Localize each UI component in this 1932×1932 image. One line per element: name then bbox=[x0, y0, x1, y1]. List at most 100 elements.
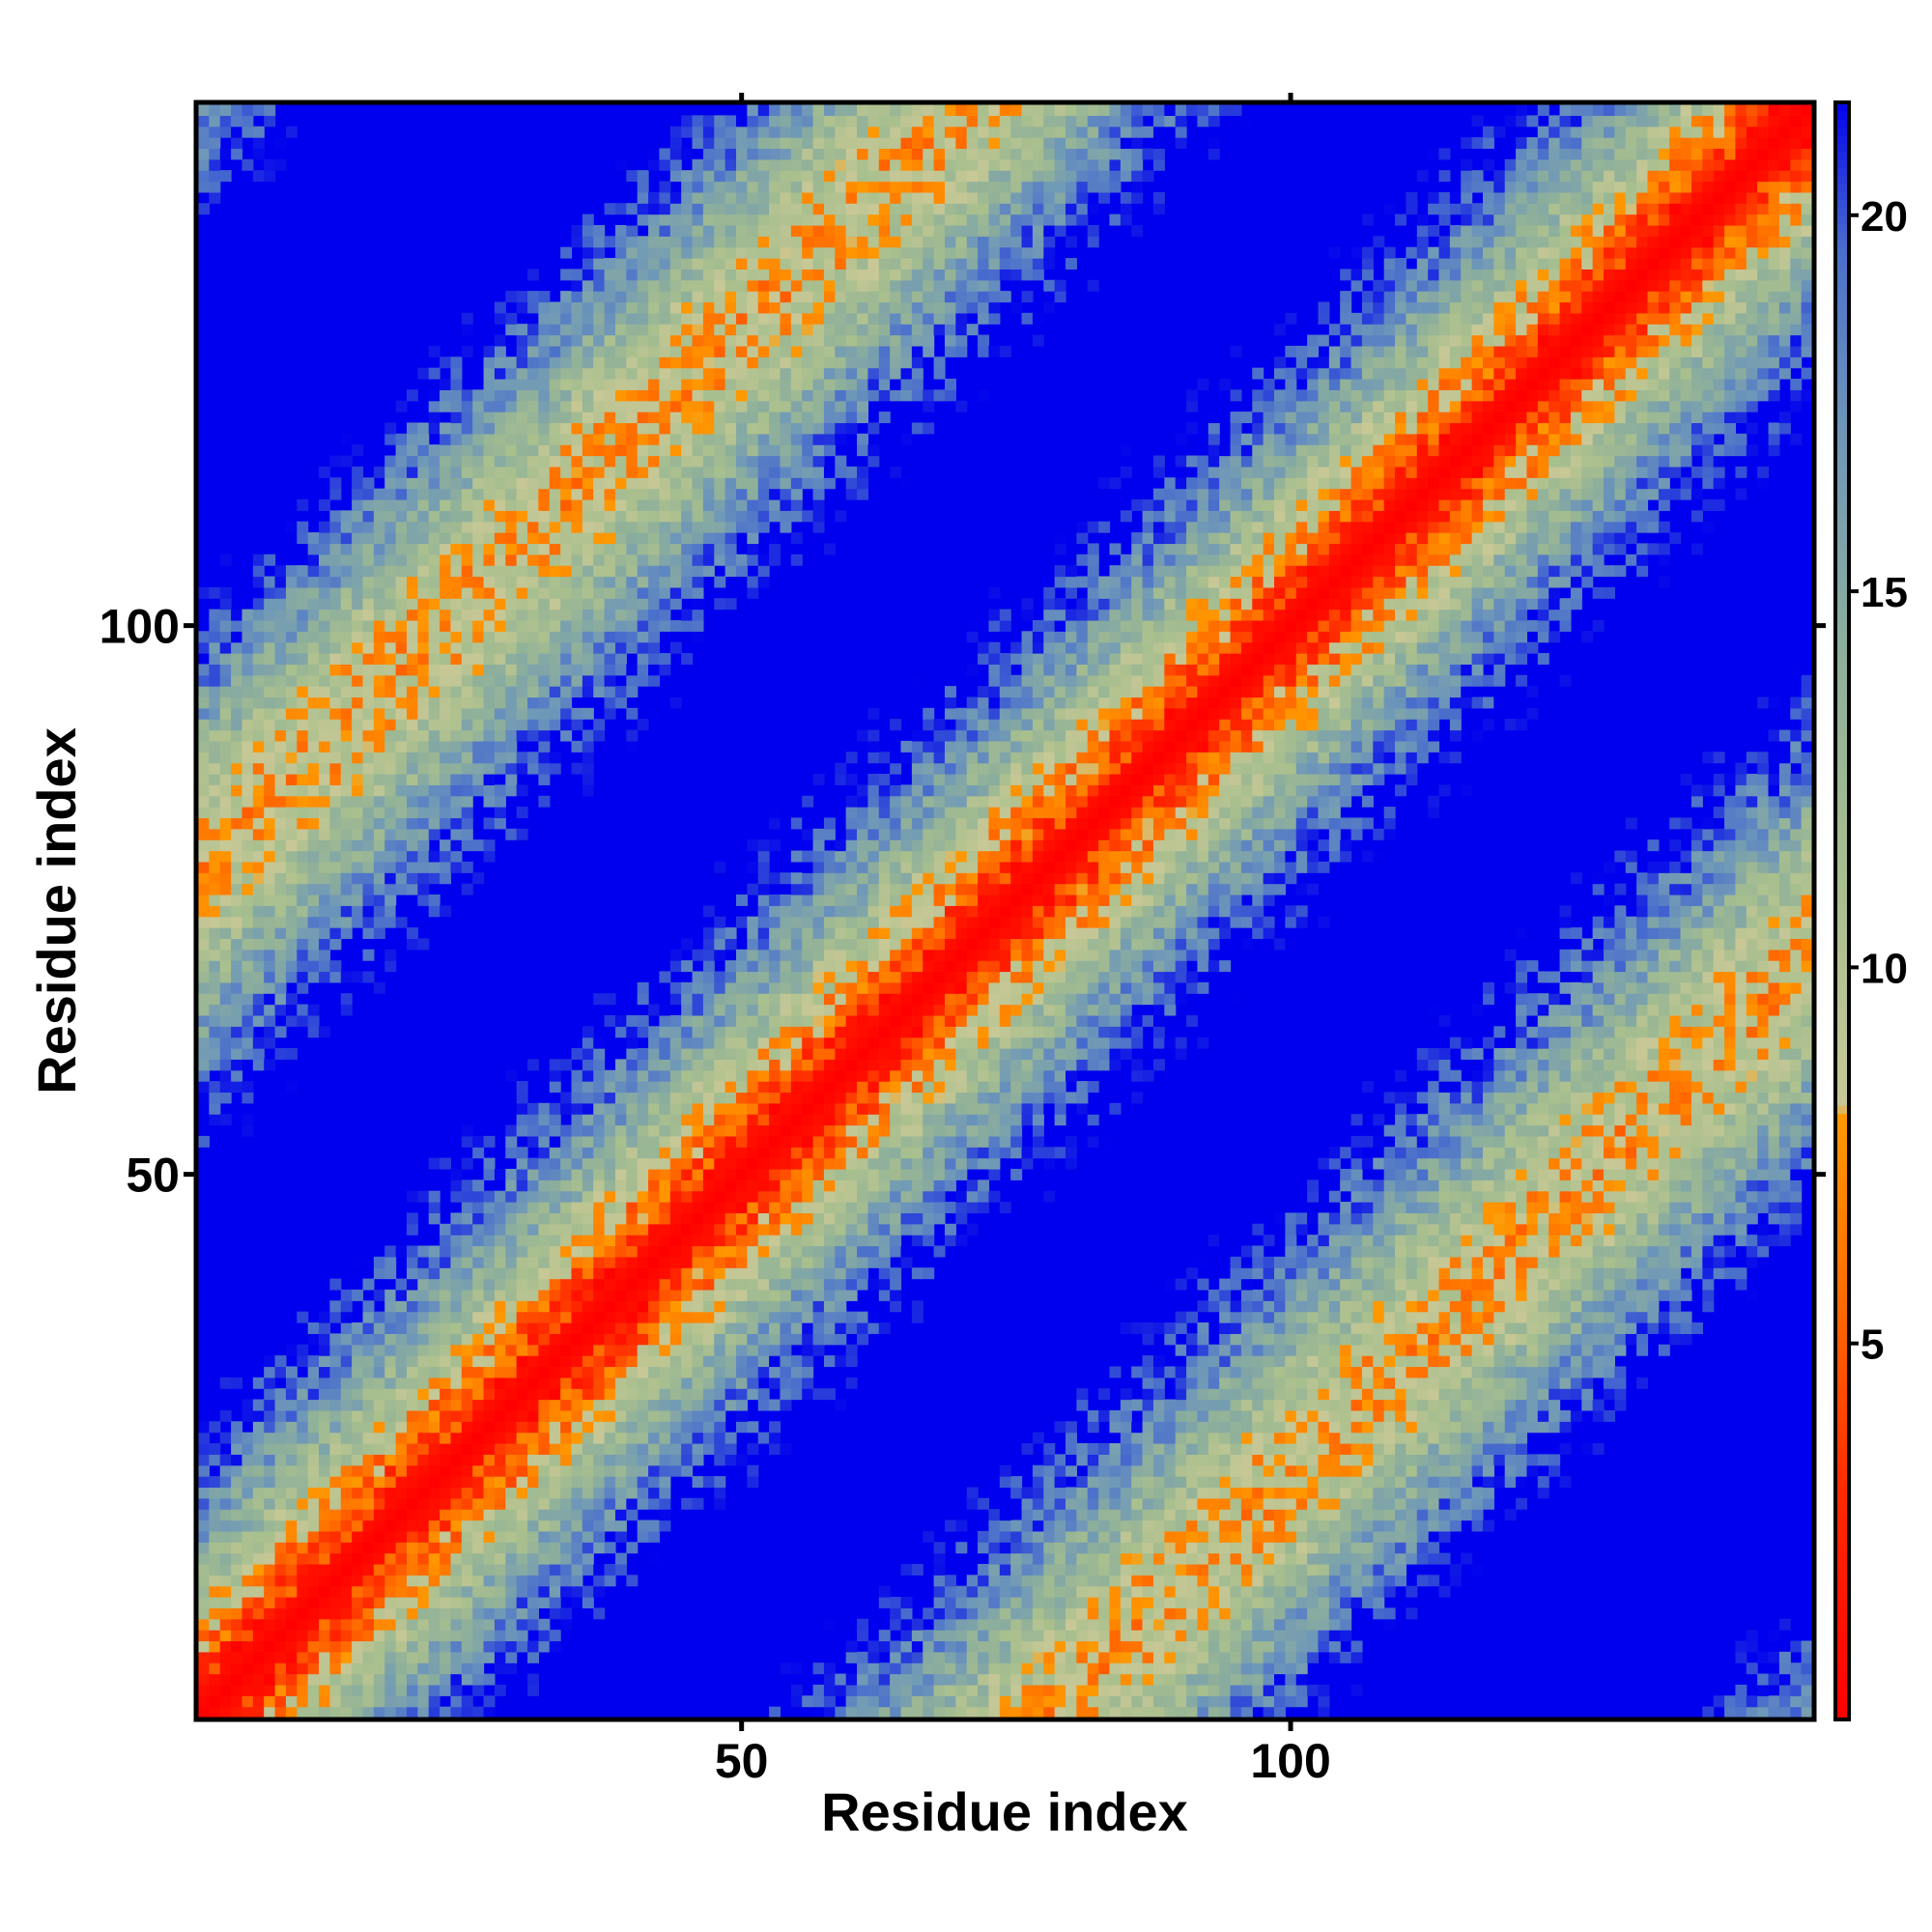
heatmap-cell bbox=[384, 1311, 397, 1323]
heatmap-cell bbox=[494, 412, 506, 424]
heatmap-cell bbox=[571, 312, 583, 325]
heatmap-cell bbox=[417, 510, 430, 523]
heatmap-cell bbox=[933, 1695, 946, 1708]
heatmap-cell bbox=[362, 905, 375, 918]
heatmap-cell bbox=[1406, 1585, 1418, 1598]
heatmap-cell bbox=[769, 1355, 781, 1368]
heatmap-cell bbox=[1087, 1630, 1099, 1642]
heatmap-cell bbox=[1778, 1662, 1791, 1675]
heatmap-cell bbox=[461, 543, 473, 555]
heatmap-cell bbox=[198, 981, 210, 994]
heatmap-cell bbox=[1340, 1563, 1352, 1576]
heatmap-cell bbox=[483, 719, 496, 731]
heatmap-cell bbox=[1175, 1651, 1187, 1663]
heatmap-cell bbox=[198, 1630, 210, 1642]
heatmap-cell bbox=[527, 729, 539, 742]
heatmap-cell bbox=[231, 104, 243, 116]
heatmap-cell bbox=[384, 521, 397, 533]
heatmap-cell bbox=[494, 389, 506, 402]
heatmap-cell bbox=[319, 696, 331, 709]
heatmap-cell bbox=[1471, 1421, 1484, 1434]
heatmap-cell bbox=[1526, 1388, 1539, 1401]
heatmap-cell bbox=[231, 839, 243, 852]
heatmap-cell bbox=[1614, 1333, 1627, 1346]
heatmap-cell bbox=[1230, 1476, 1242, 1489]
heatmap-cell bbox=[1010, 1673, 1023, 1686]
heatmap-cell bbox=[252, 664, 265, 676]
heatmap-cell bbox=[440, 752, 452, 764]
heatmap-cell bbox=[527, 1202, 539, 1214]
heatmap-cell bbox=[1350, 1366, 1363, 1378]
heatmap-cell bbox=[527, 1497, 539, 1510]
heatmap-cell bbox=[835, 1673, 847, 1686]
heatmap-cell bbox=[626, 1344, 639, 1356]
heatmap-cell bbox=[1318, 1355, 1330, 1368]
heatmap-cell bbox=[450, 1618, 463, 1631]
heatmap-cell bbox=[406, 1607, 418, 1620]
heatmap-cell bbox=[1307, 1421, 1320, 1434]
heatmap-cell bbox=[461, 740, 473, 753]
heatmap-cell bbox=[516, 1563, 528, 1576]
heatmap-cell bbox=[1087, 1607, 1099, 1620]
heatmap-cell bbox=[461, 521, 473, 533]
heatmap-cell bbox=[483, 1607, 496, 1620]
heatmap-cell bbox=[582, 1147, 594, 1159]
heatmap-cell bbox=[231, 1618, 243, 1631]
heatmap-cell bbox=[209, 1454, 221, 1466]
heatmap-cell bbox=[494, 1377, 506, 1389]
heatmap-cell bbox=[472, 1464, 485, 1477]
heatmap-cell bbox=[999, 1640, 1011, 1653]
heatmap-cell bbox=[406, 532, 418, 545]
heatmap-cell bbox=[835, 1684, 847, 1696]
heatmap-cell bbox=[516, 1442, 528, 1455]
heatmap-cell bbox=[900, 1607, 913, 1620]
heatmap-cell bbox=[340, 1388, 353, 1401]
heatmap-cell bbox=[494, 817, 506, 830]
heatmap-cell bbox=[1406, 1344, 1418, 1356]
heatmap-cell bbox=[1120, 1552, 1132, 1565]
heatmap-cell bbox=[604, 1366, 616, 1378]
heatmap-cell bbox=[1361, 1432, 1374, 1444]
heatmap-cell bbox=[219, 1409, 232, 1422]
heatmap-cell bbox=[362, 949, 375, 961]
heatmap-cell bbox=[516, 1114, 528, 1126]
heatmap-cell bbox=[505, 696, 518, 709]
heatmap-cell bbox=[252, 696, 265, 709]
heatmap-cell bbox=[1197, 1563, 1209, 1576]
heatmap-cell bbox=[702, 1344, 715, 1356]
heatmap-cell bbox=[231, 729, 243, 742]
heatmap-cell bbox=[219, 631, 232, 643]
heatmap-cell bbox=[1328, 1607, 1341, 1620]
heatmap-cell bbox=[219, 872, 232, 885]
heatmap-cell bbox=[352, 1607, 364, 1620]
heatmap-cell bbox=[637, 1497, 649, 1510]
heatmap-cell bbox=[1252, 1476, 1264, 1489]
heatmap-cell bbox=[878, 1706, 891, 1719]
heatmap-cell bbox=[472, 598, 485, 611]
heatmap-cell bbox=[307, 653, 320, 665]
heatmap-cell bbox=[352, 543, 364, 555]
heatmap-cell bbox=[483, 389, 496, 402]
heatmap-cell bbox=[198, 664, 210, 676]
heatmap-cell bbox=[1065, 1464, 1077, 1477]
heatmap-cell bbox=[1318, 1695, 1330, 1708]
heatmap-cell bbox=[769, 1344, 781, 1356]
heatmap-cell bbox=[1043, 1618, 1056, 1631]
heatmap-cell bbox=[450, 619, 463, 632]
heatmap-cell bbox=[549, 1168, 561, 1180]
heatmap-cell bbox=[1350, 1542, 1363, 1554]
heatmap-cell bbox=[406, 1409, 418, 1422]
heatmap-cell bbox=[955, 1684, 968, 1696]
heatmap-cell bbox=[1152, 1618, 1165, 1631]
heatmap-cell bbox=[978, 1695, 990, 1708]
heatmap-cell bbox=[1713, 1695, 1725, 1708]
heatmap-cell bbox=[264, 1004, 276, 1016]
heatmap-cell bbox=[440, 1497, 452, 1510]
heatmap-cell bbox=[1537, 1476, 1549, 1489]
heatmap-cell bbox=[384, 433, 397, 445]
heatmap-cell bbox=[450, 1607, 463, 1620]
heatmap-cell bbox=[242, 927, 254, 939]
heatmap-cell bbox=[560, 1278, 573, 1291]
heatmap-cell bbox=[714, 1388, 726, 1401]
heatmap-cell bbox=[373, 1355, 385, 1368]
